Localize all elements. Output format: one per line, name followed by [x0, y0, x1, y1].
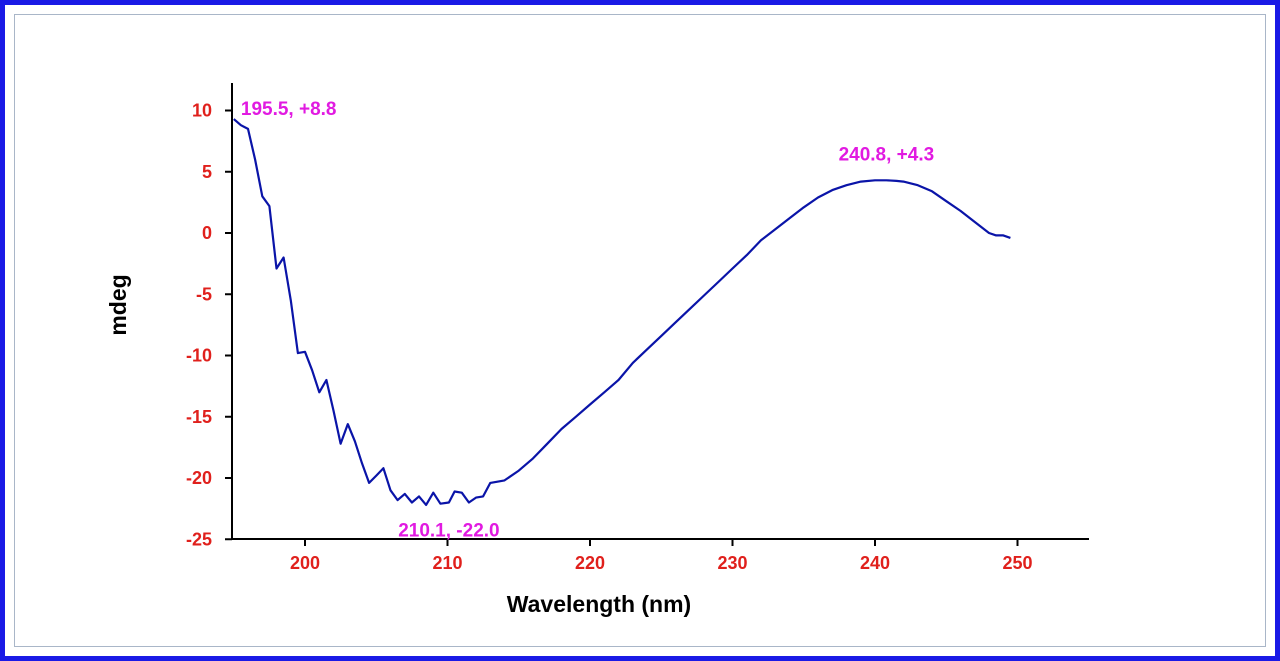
- y-axis-title: mdeg: [105, 274, 131, 335]
- peak-annotation: 195.5, +8.8: [241, 99, 337, 120]
- y-tick-label: -10: [186, 346, 212, 366]
- x-tick-label: 240: [860, 553, 890, 573]
- x-tick-label: 220: [575, 553, 605, 573]
- x-tick-label: 250: [1002, 553, 1032, 573]
- y-tick-label: 10: [192, 101, 212, 121]
- annotations: 195.5, +8.8 210.1, -22.0 240.8, +4.3: [241, 99, 934, 541]
- y-tick-label: 5: [202, 162, 212, 182]
- figure-inner-border: [14, 14, 1266, 647]
- peak-annotation: 210.1, -22.0: [398, 521, 499, 542]
- y-tick-label: 0: [202, 223, 212, 243]
- y-tick-label: -5: [196, 284, 212, 304]
- y-tick-label: -15: [186, 407, 212, 427]
- axes: [231, 83, 1089, 540]
- x-ticks: 200 210 220 230 240 250: [290, 539, 1033, 573]
- peak-annotation: 240.8, +4.3: [839, 144, 935, 165]
- y-ticks: 10 5 0 -5 -10 -15 -20 -25: [186, 101, 232, 549]
- x-tick-label: 230: [717, 553, 747, 573]
- series-line: [233, 118, 1011, 506]
- y-tick-label: -25: [186, 529, 212, 549]
- x-tick-label: 200: [290, 553, 320, 573]
- y-tick-label: -20: [186, 468, 212, 488]
- x-tick-label: 210: [432, 553, 462, 573]
- x-axis-title: Wavelength (nm): [507, 591, 691, 617]
